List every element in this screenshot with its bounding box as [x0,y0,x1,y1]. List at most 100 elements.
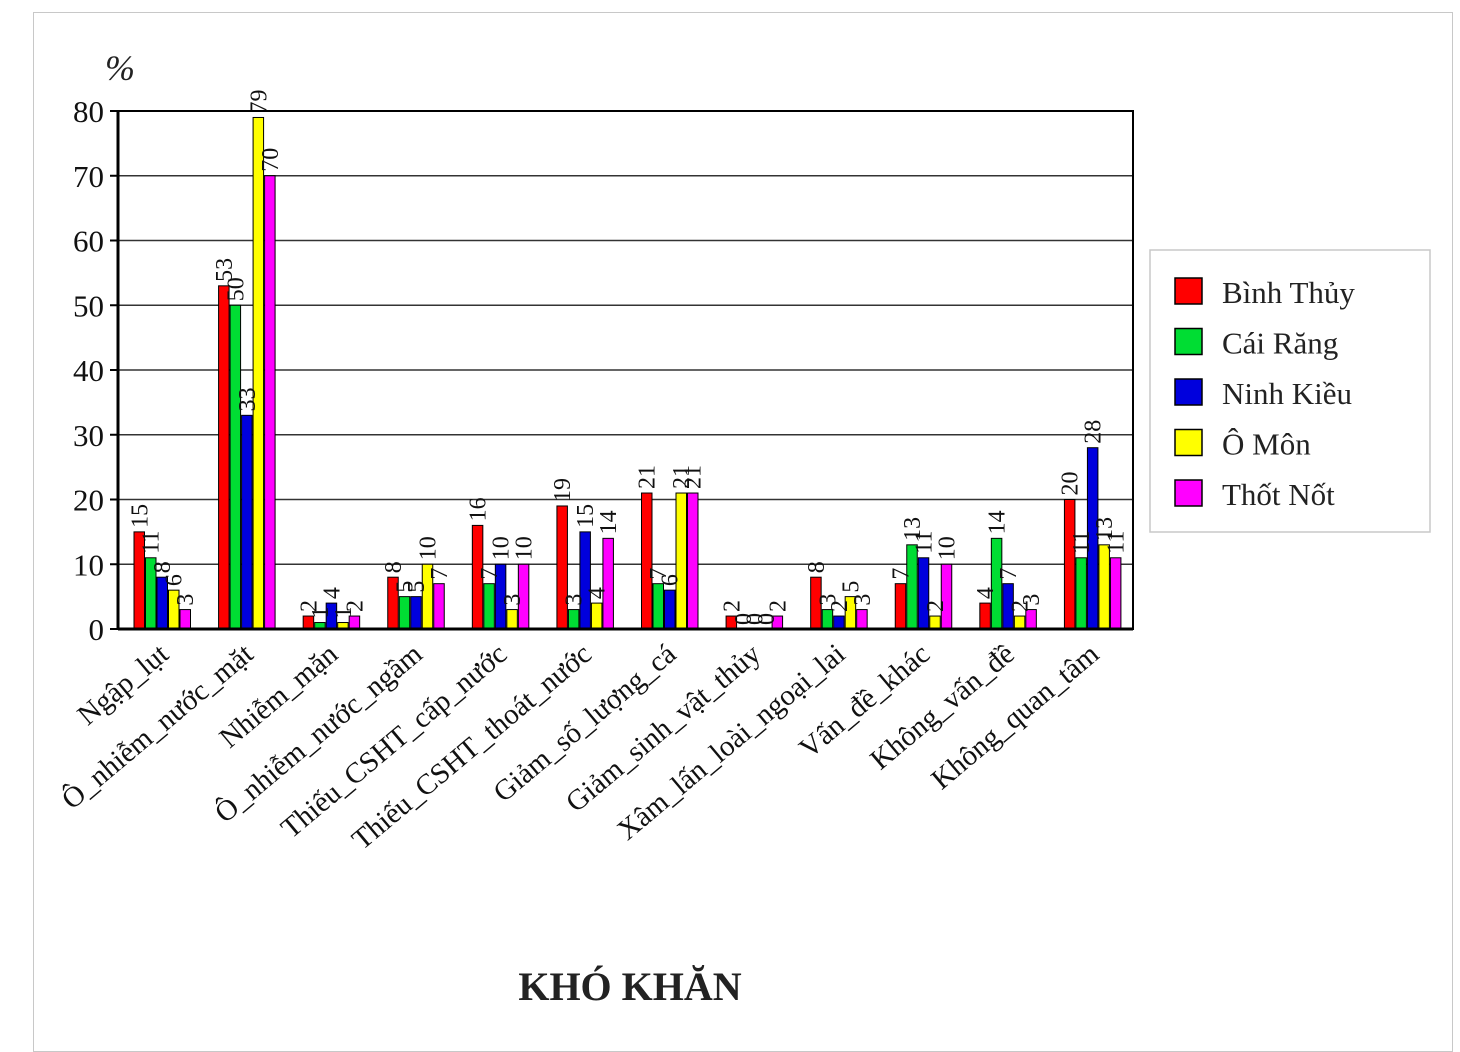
data-label: 10 [489,536,515,560]
data-label: 33 [235,387,261,411]
bar [906,544,918,630]
bar [1013,615,1026,630]
x-category-labels: Ngập_lụtÔ_nhiễm_nước_mặtNhiễm_mặnÔ_nhiễm… [55,637,1105,856]
y-axis-label: % [105,48,135,88]
data-label: 2 [923,600,949,612]
bar [1063,499,1076,630]
data-label: 3 [1019,594,1045,606]
data-label: 11 [1104,531,1130,554]
bar [652,583,664,630]
data-label: 0 [754,613,780,625]
data-label: 6 [658,574,684,586]
bar [1098,544,1110,630]
legend-swatch [1174,378,1203,406]
data-label: 16 [466,497,492,521]
y-tick-label: 50 [73,288,104,323]
data-label: 14 [596,510,622,534]
data-label: 2 [296,600,322,612]
data-label: 70 [258,148,284,172]
data-label: 5 [404,581,430,593]
bar [1075,557,1087,630]
bar [241,414,253,630]
data-label: 19 [550,478,576,502]
data-label: 7 [427,568,453,580]
legend-swatch [1174,327,1203,356]
data-label: 8 [381,561,407,573]
data-label: 7 [477,568,503,580]
data-label: 10 [935,536,961,560]
axes-layer [116,110,1134,631]
bar [602,537,614,630]
data-label: 4 [973,587,999,599]
legend-label: Ô Môn [1222,427,1311,462]
data-label: 15 [127,504,153,528]
y-tick-label: 70 [73,159,104,194]
legend-swatch [1174,479,1203,507]
data-label: 2 [765,600,791,612]
data-label: 8 [150,561,176,573]
legend: Bình Thủy Cái Răng Ninh Kiều Ô Môn Thốt Nốt [1149,249,1431,533]
bars-layer [133,116,1122,630]
bar [179,609,191,630]
bar [990,537,1003,630]
data-label: 2 [1008,600,1034,612]
data-label: 2 [342,600,368,612]
data-labels-layer: 1511863535033797021412855107167103101931… [127,89,1129,625]
x-axis-title: KHÓ KHĂN [518,964,741,1009]
legend-label: Thốt Nốt [1222,477,1335,512]
data-label: 21 [669,465,695,489]
bar [590,602,603,630]
bar [398,596,411,630]
bar [664,589,676,630]
data-label: 11 [1069,531,1095,554]
data-label: 14 [985,510,1011,534]
data-label: 2 [827,600,853,612]
data-label: 1 [331,607,357,619]
y-tick-label: 40 [73,353,104,388]
data-label: 5 [838,581,864,593]
data-label: 3 [500,594,526,606]
legend-swatch [1174,428,1203,457]
data-label: 6 [162,574,188,586]
data-label: 0 [731,613,757,625]
legend-swatch [1174,277,1203,305]
legend-label: Ninh Kiều [1222,376,1352,411]
data-label: 3 [562,594,588,606]
data-label: 1 [308,607,334,619]
data-label: 53 [212,258,238,282]
data-label: 50 [223,277,249,301]
y-tick-label: 60 [73,224,104,259]
data-label: 8 [804,561,830,573]
y-tick-labels: 0 10 20 30 40 50 60 70 80 [73,94,104,647]
y-tick-label: 80 [73,94,104,129]
bar [579,531,591,630]
bar [567,609,580,630]
data-label: 3 [173,594,199,606]
data-label: 5 [393,581,419,593]
bar [940,563,953,630]
bar [410,596,422,630]
bar [1109,557,1122,630]
bar [833,615,845,630]
bar [894,583,907,630]
data-label: 3 [815,594,841,606]
bar [979,602,991,630]
data-label: 0 [742,613,768,625]
bar [433,583,445,630]
legend-label: Cái Răng [1222,326,1338,361]
y-tick-label: 20 [73,483,104,518]
bar [641,492,653,630]
y-tick-label: 0 [89,612,105,647]
bar [506,609,518,630]
bar [675,492,687,630]
bar [929,615,941,630]
data-label: 20 [1058,472,1084,496]
data-label: 13 [900,517,926,541]
bar [856,609,868,630]
bar [252,116,265,630]
legend-label: Bình Thủy [1222,275,1355,310]
bar [556,505,568,630]
bar [917,557,930,630]
bar [687,492,699,630]
y-tick-label: 30 [73,418,104,453]
